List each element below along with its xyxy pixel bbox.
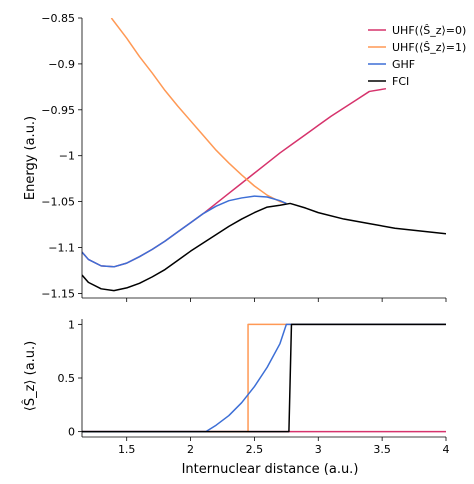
x-axis-label: Internuclear distance (a.u.)	[182, 462, 359, 477]
legend: UHF(⟨Ŝ_z⟩=0) UHF(⟨Ŝ_z⟩=1) GHF FCI	[368, 24, 466, 88]
spin-y-tick-label: 1	[68, 318, 75, 331]
spin-x-tick-label: 2.5	[246, 443, 264, 456]
energy-line-uhf-sz0	[82, 87, 387, 268]
spin-x-tick-label: 1.5	[118, 443, 136, 456]
energy-line-uhf-sz1	[110, 18, 287, 205]
legend-label-uhf-sz1: UHF(⟨Ŝ_z⟩=1)	[392, 41, 466, 54]
energy-y-axis-label: Energy (a.u.)	[23, 116, 38, 200]
spin-y-axis-label: ⟨Ŝ_z⟩ (a.u.)	[22, 341, 38, 411]
spin-x-tick-label: 4	[443, 443, 450, 456]
energy-series-group	[82, 18, 446, 292]
energy-panel: −0.85 −0.9 −0.95 −1 −1.05 −1.1 −1.15	[41, 12, 447, 302]
legend-label-ghf: GHF	[392, 58, 415, 71]
energy-y-tick-label: −0.9	[48, 58, 75, 71]
spin-x-tick-label: 3.5	[373, 443, 391, 456]
spin-series-group	[82, 323, 446, 433]
spin-line-uhf-sz1	[82, 323, 446, 433]
energy-line-ghf	[82, 195, 287, 268]
energy-y-tick-label: −1	[59, 150, 75, 163]
spin-line-fci	[82, 323, 446, 433]
legend-label-uhf-sz0: UHF(⟨Ŝ_z⟩=0)	[392, 24, 466, 37]
energy-y-tick-label: −1.1	[48, 242, 75, 255]
spin-y-tick-label: 0.5	[58, 372, 76, 385]
spin-y-tick-label: 0	[68, 426, 75, 439]
energy-y-tick-label: −1.15	[41, 287, 75, 300]
energy-y-tick-label: −0.95	[41, 104, 75, 117]
spin-x-tick-label: 2	[187, 443, 194, 456]
spin-x-tick-label: 3	[315, 443, 322, 456]
spin-line-ghf	[82, 323, 446, 433]
legend-label-fci: FCI	[392, 75, 409, 88]
energy-line-fci	[82, 202, 446, 292]
spin-panel: 0 0.5 1 1.5 2 2.5 3 3.5 4	[58, 318, 450, 456]
energy-y-tick-label: −0.85	[41, 12, 75, 25]
energy-y-tick-label: −1.05	[41, 196, 75, 209]
